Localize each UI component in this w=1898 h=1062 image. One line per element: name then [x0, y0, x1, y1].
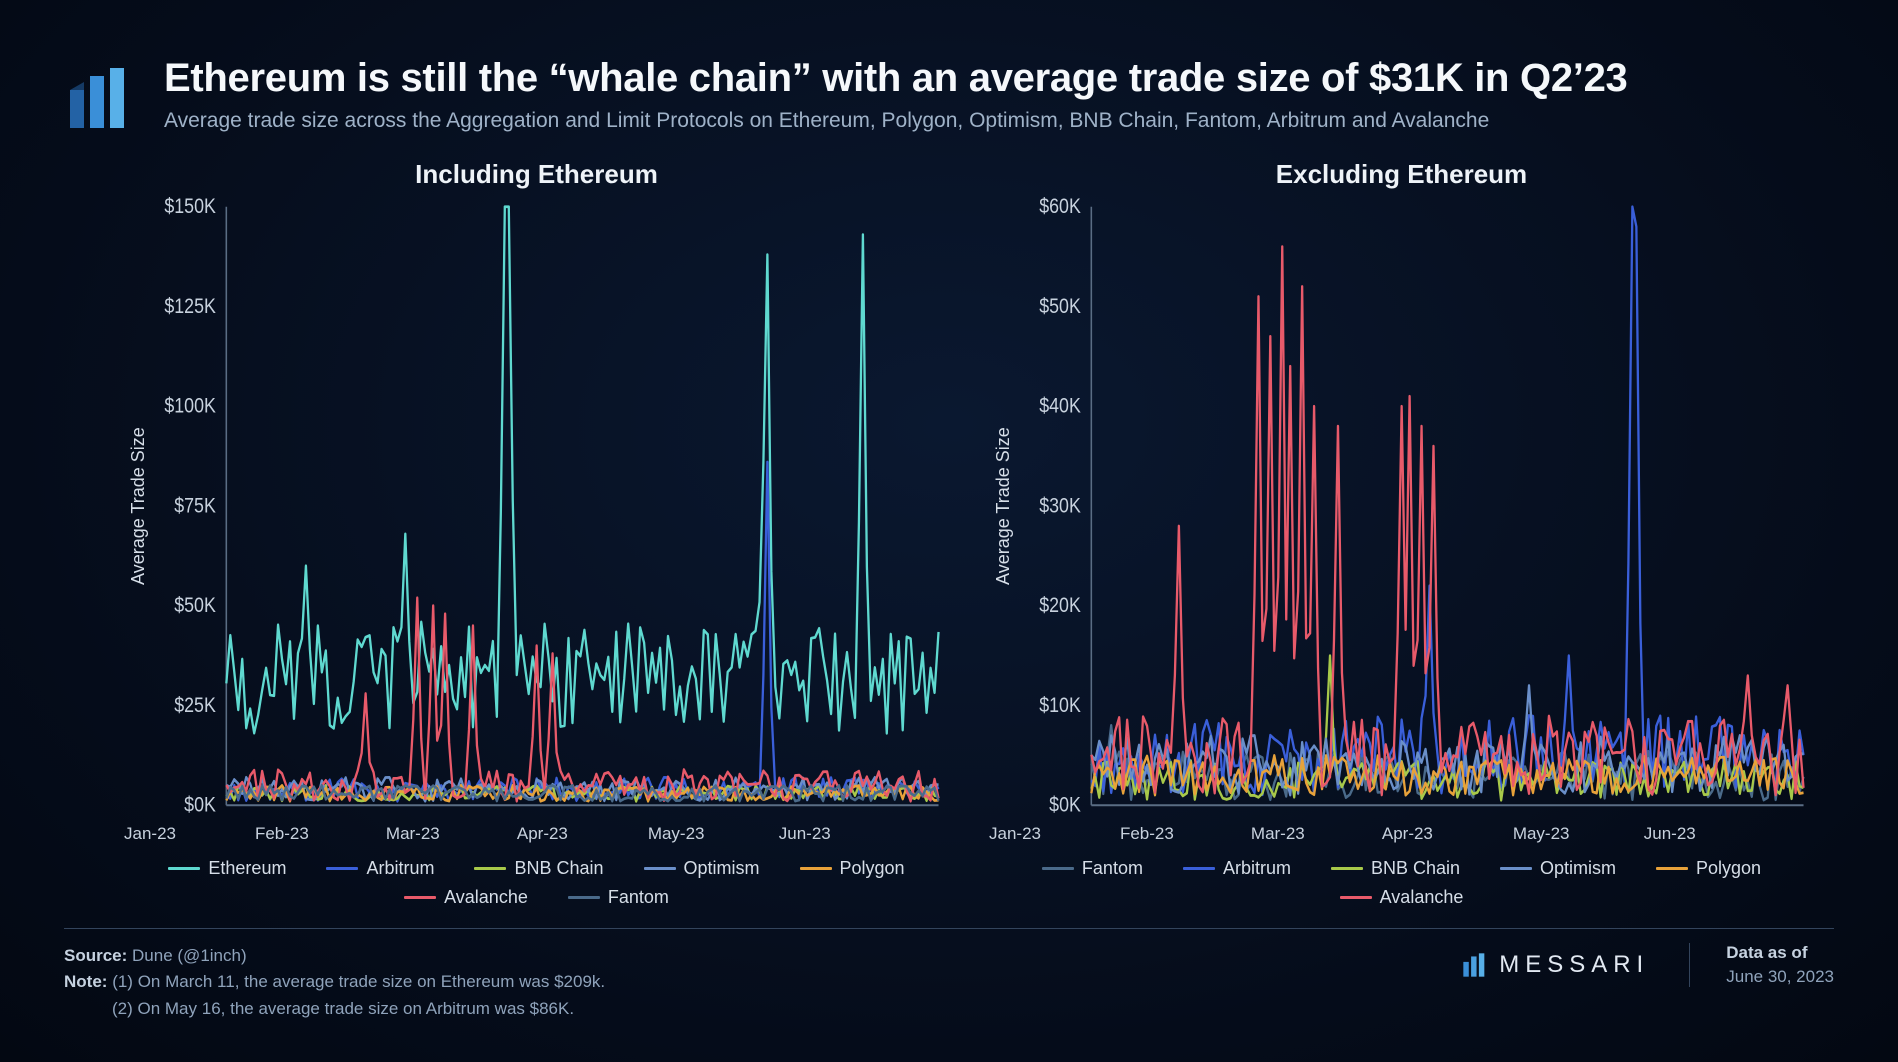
xtick: Mar-23 [386, 824, 517, 844]
chart-excluding-ethereum: Excluding Ethereum Average Trade Size $0… [989, 159, 1814, 908]
chart-left-ylabel: Average Trade Size [124, 194, 153, 818]
xtick: Feb-23 [255, 824, 386, 844]
legend-item: Avalanche [404, 887, 528, 908]
svg-text:$75K: $75K [174, 494, 216, 518]
xtick: Apr-23 [517, 824, 648, 844]
page-title: Ethereum is still the “whale chain” with… [164, 56, 1627, 101]
source-value: Dune (@1inch) [132, 946, 247, 965]
legend-item: BNB Chain [474, 858, 603, 879]
legend-item: Polygon [800, 858, 905, 879]
chart-left-plot: $0K $25K $50K $75K $100K $125K $150K [153, 194, 949, 818]
legend-item: Optimism [1500, 858, 1616, 879]
xtick: Jun-23 [1644, 824, 1775, 844]
xtick: Jun-23 [779, 824, 910, 844]
chart-left-legend: Ethereum Arbitrum BNB Chain Optimism Polygon… [124, 858, 949, 908]
chart-right-title: Excluding Ethereum [989, 159, 1814, 190]
svg-text:$40K: $40K [1039, 394, 1081, 418]
data-asof: Data as of June 30, 2023 [1689, 943, 1834, 987]
chart-right-ylabel: Average Trade Size [989, 194, 1018, 818]
svg-text:$125K: $125K [164, 294, 215, 318]
note-label: Note: [64, 972, 107, 991]
svg-text:$25K: $25K [174, 693, 216, 717]
svg-text:$20K: $20K [1039, 594, 1081, 618]
svg-text:$100K: $100K [164, 394, 215, 418]
header: Ethereum is still the “whale chain” with… [64, 56, 1834, 139]
legend-item: Fantom [568, 887, 669, 908]
note-1: (1) On March 11, the average trade size … [112, 972, 605, 991]
page-subtitle: Average trade size across the Aggregatio… [164, 109, 1627, 133]
svg-text:$50K: $50K [1039, 294, 1081, 318]
asof-label: Data as of [1726, 943, 1834, 963]
footer: Source: Dune (@1inch) Note: (1) On March… [64, 928, 1834, 1022]
legend-item: Avalanche [1340, 887, 1464, 908]
xtick: May-23 [648, 824, 779, 844]
chart-including-ethereum: Including Ethereum Average Trade Size $0… [124, 159, 949, 908]
messari-logo-icon [64, 62, 136, 139]
messari-logo-small-icon [1461, 951, 1489, 979]
xtick: May-23 [1513, 824, 1644, 844]
legend-item: Ethereum [168, 858, 286, 879]
source-label: Source: [64, 946, 127, 965]
svg-text:$0K: $0K [184, 793, 216, 817]
svg-text:$50K: $50K [174, 594, 216, 618]
xtick: Apr-23 [1382, 824, 1513, 844]
xtick: Jan-23 [124, 824, 255, 844]
legend-item: BNB Chain [1331, 858, 1460, 879]
xtick: Feb-23 [1120, 824, 1251, 844]
footer-notes: Source: Dune (@1inch) Note: (1) On March… [64, 943, 605, 1022]
legend-item: Arbitrum [326, 858, 434, 879]
svg-text:$30K: $30K [1039, 494, 1081, 518]
xtick: Jan-23 [989, 824, 1120, 844]
note-2: (2) On May 16, the average trade size on… [112, 999, 574, 1018]
svg-text:$0K: $0K [1049, 793, 1081, 817]
brand-wordmark: MESSARI [1461, 951, 1649, 979]
xtick: Mar-23 [1251, 824, 1382, 844]
asof-value: June 30, 2023 [1726, 967, 1834, 987]
svg-text:$150K: $150K [164, 195, 215, 219]
svg-text:$10K: $10K [1039, 693, 1081, 717]
chart-right-xticks: Jan-23Feb-23Mar-23Apr-23May-23Jun-23 [989, 818, 1814, 844]
svg-text:$60K: $60K [1039, 195, 1081, 219]
legend-item: Fantom [1042, 858, 1143, 879]
chart-right-legend: Fantom Arbitrum BNB Chain Optimism Polygon Av… [989, 858, 1814, 908]
legend-item: Optimism [644, 858, 760, 879]
brand-text: MESSARI [1499, 951, 1649, 979]
chart-left-xticks: Jan-23Feb-23Mar-23Apr-23May-23Jun-23 [124, 818, 949, 844]
legend-item: Arbitrum [1183, 858, 1291, 879]
chart-right-plot: $0K $10K $20K $30K $40K $50K $60K [1018, 194, 1814, 818]
chart-left-title: Including Ethereum [124, 159, 949, 190]
legend-item: Polygon [1656, 858, 1761, 879]
